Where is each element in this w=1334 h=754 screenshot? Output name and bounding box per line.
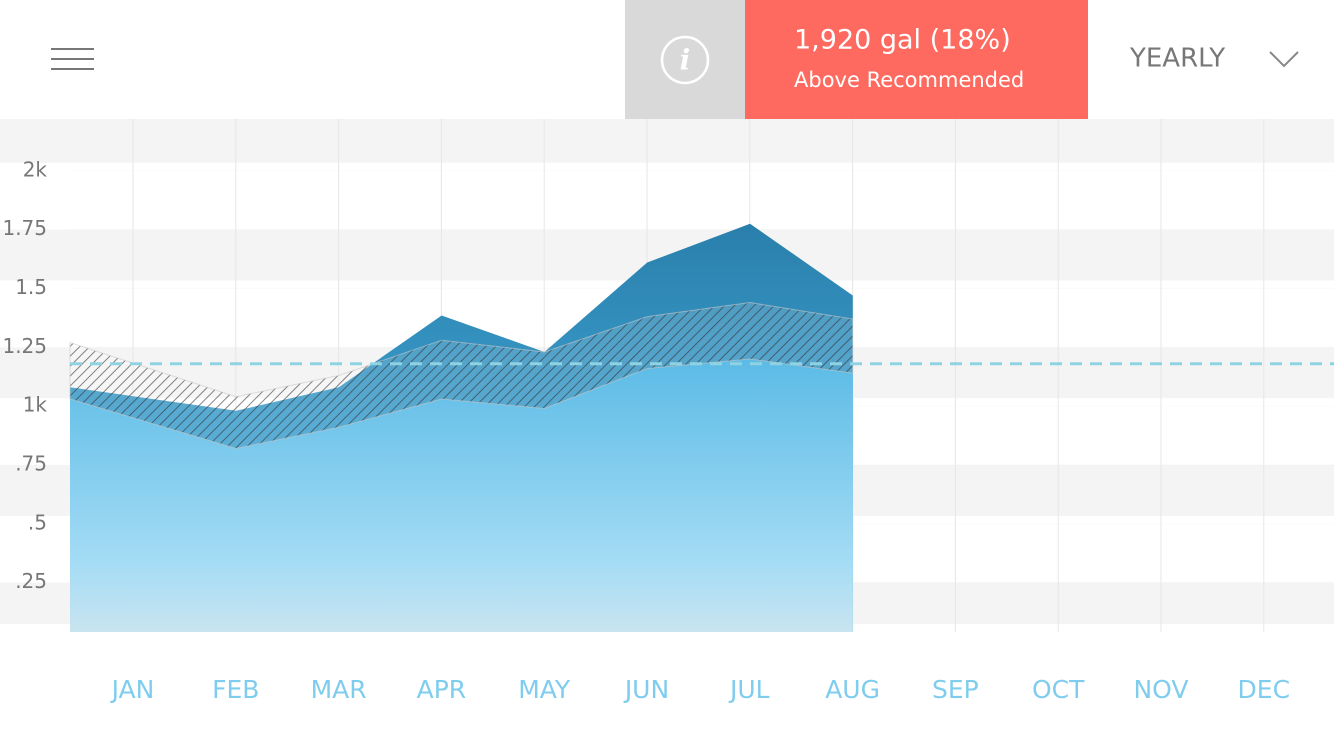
y-tick-label: 2k — [23, 157, 48, 181]
x-tick-label: JAN — [110, 675, 155, 704]
x-tick-label: JUN — [623, 675, 669, 704]
y-tick-label: 1.75 — [2, 216, 47, 240]
info-button[interactable]: i — [625, 0, 745, 119]
base-area — [70, 359, 853, 632]
y-tick-label: .25 — [15, 569, 47, 593]
period-dropdown[interactable]: YEARLY — [1129, 44, 1299, 74]
chevron — [1269, 51, 1299, 68]
y-tick-label: .5 — [28, 510, 47, 534]
x-tick-label: DEC — [1238, 675, 1291, 704]
band — [0, 119, 1334, 163]
y-tick-label: 1.5 — [15, 275, 47, 299]
x-tick-label: MAY — [518, 675, 571, 704]
badge-value: 1,920 gal (18%) — [794, 25, 1011, 56]
x-tick-label: FEB — [212, 675, 259, 704]
y-tick-label: .75 — [15, 451, 47, 475]
y-tick-label: 1k — [23, 393, 48, 417]
x-tick-label: SEP — [932, 675, 979, 704]
x-tick-label: JUL — [728, 675, 770, 704]
badge-text: Above Recommended — [794, 68, 1024, 92]
plot: 2k 1.75 1.5 1.25 1k .75 .5 .25 JAN FEB MAR APR MAY JU… — [2, 157, 1334, 704]
x-tick-label: AUG — [825, 675, 880, 704]
info-bg — [625, 0, 745, 119]
x-tick-label: NOV — [1133, 675, 1188, 704]
period-label: YEARLY — [1129, 44, 1225, 74]
menu-button[interactable] — [51, 48, 94, 70]
x-tick-label: OCT — [1032, 675, 1085, 704]
info-circle — [660, 35, 710, 85]
y-tick-label: 1.25 — [2, 334, 47, 358]
x-tick-label: MAR — [311, 675, 367, 704]
badge-bg — [745, 0, 1088, 119]
recommended-band — [69, 302, 854, 449]
x-tick-label: APR — [417, 675, 467, 704]
info-icon: i — [680, 44, 691, 77]
